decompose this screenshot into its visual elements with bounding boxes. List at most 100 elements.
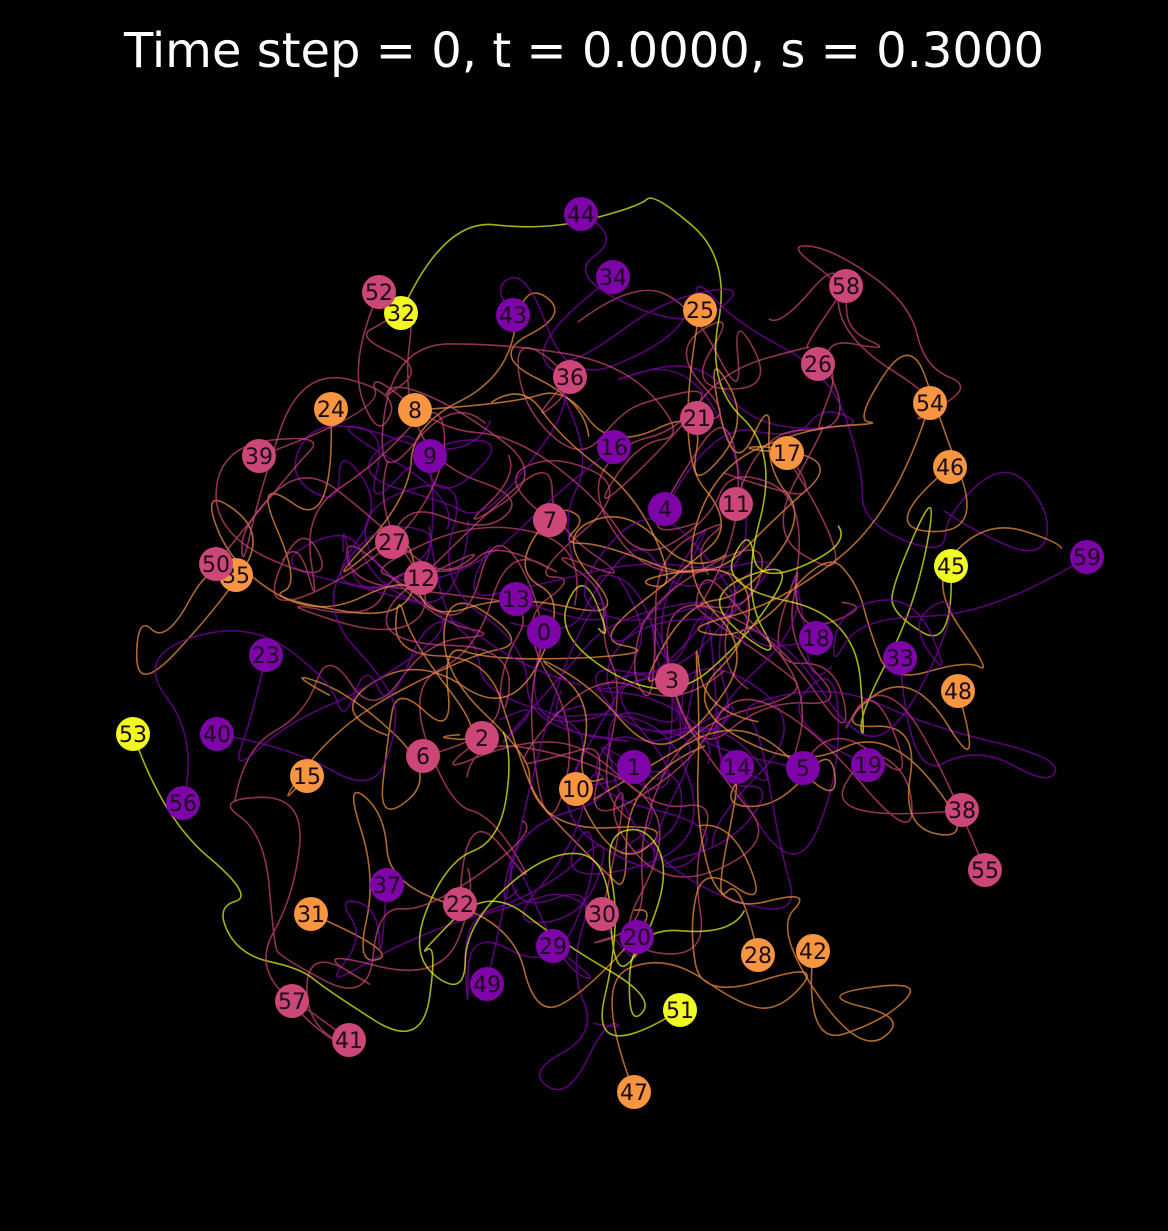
trail-53	[132, 733, 746, 1032]
node-9: 9	[413, 439, 447, 473]
node-label-30: 30	[588, 903, 616, 928]
node-marker-29	[536, 929, 570, 963]
trail-42	[695, 650, 912, 1042]
node-7: 7	[533, 503, 567, 537]
node-marker-40	[200, 717, 234, 751]
trail-45	[730, 507, 953, 735]
node-label-33: 33	[886, 647, 914, 672]
node-18: 18	[799, 621, 833, 655]
node-marker-50	[199, 547, 233, 581]
node-marker-24	[314, 392, 348, 426]
node-29: 29	[536, 929, 570, 963]
node-12: 12	[404, 561, 438, 595]
trail-38	[523, 669, 963, 823]
node-31: 31	[294, 897, 328, 931]
trail-48	[490, 393, 971, 836]
node-label-1: 1	[627, 756, 641, 781]
node-label-34: 34	[599, 266, 627, 291]
node-label-10: 10	[562, 778, 590, 803]
node-57: 57	[275, 984, 309, 1018]
node-23: 23	[249, 638, 283, 672]
node-marker-44	[564, 197, 598, 231]
node-label-26: 26	[804, 353, 832, 378]
node-20: 20	[620, 920, 654, 954]
trail-35	[135, 499, 728, 675]
node-marker-54	[913, 386, 947, 420]
node-marker-0	[527, 615, 561, 649]
node-32: 32	[384, 296, 418, 330]
node-label-38: 38	[948, 799, 976, 824]
node-marker-37	[370, 868, 404, 902]
trail-47	[611, 824, 808, 1093]
node-marker-34	[596, 260, 630, 294]
node-label-12: 12	[407, 567, 435, 592]
node-marker-9	[413, 439, 447, 473]
node-label-57: 57	[278, 990, 306, 1015]
node-58: 58	[829, 269, 863, 303]
node-marker-31	[294, 897, 328, 931]
node-label-37: 37	[373, 874, 401, 899]
node-label-45: 45	[937, 555, 965, 580]
node-40: 40	[200, 717, 234, 751]
node-33: 33	[883, 641, 917, 675]
node-36: 36	[553, 360, 587, 394]
node-50: 50	[199, 547, 233, 581]
node-label-39: 39	[245, 445, 273, 470]
node-label-15: 15	[293, 765, 321, 790]
trail-52	[241, 291, 511, 709]
node-label-5: 5	[796, 757, 810, 782]
trail-7	[380, 459, 611, 815]
node-marker-45	[934, 549, 968, 583]
trail-46	[542, 354, 968, 782]
trail-15	[287, 602, 706, 885]
node-marker-1	[617, 750, 651, 784]
trail-59	[737, 556, 1088, 738]
node-marker-4	[648, 492, 682, 526]
node-8: 8	[398, 393, 432, 427]
node-label-18: 18	[802, 627, 830, 652]
node-marker-51	[663, 993, 697, 1027]
node-label-17: 17	[773, 442, 801, 467]
trail-41	[291, 867, 472, 1051]
trail-18	[566, 572, 817, 868]
node-14: 14	[720, 750, 754, 784]
node-marker-36	[553, 360, 587, 394]
node-44: 44	[564, 197, 598, 231]
node-label-58: 58	[832, 275, 860, 300]
node-marker-16	[597, 430, 631, 464]
node-marker-42	[796, 934, 830, 968]
trail-49	[486, 518, 737, 985]
node-label-49: 49	[473, 973, 501, 998]
node-marker-56	[166, 786, 200, 820]
node-2: 2	[465, 721, 499, 755]
node-label-0: 0	[537, 621, 551, 646]
trail-20	[464, 704, 695, 1000]
trail-54	[697, 402, 1063, 676]
node-label-27: 27	[378, 531, 406, 556]
node-label-3: 3	[665, 669, 679, 694]
node-47: 47	[617, 1075, 651, 1109]
trail-22	[297, 460, 558, 905]
node-51: 51	[663, 993, 697, 1027]
trail-51	[418, 731, 681, 1037]
trail-24	[267, 292, 590, 615]
trajectory-trails	[132, 197, 1088, 1093]
node-marker-39	[242, 439, 276, 473]
node-marker-23	[249, 638, 283, 672]
node-30: 30	[585, 897, 619, 931]
node-22: 22	[443, 887, 477, 921]
node-34: 34	[596, 260, 630, 294]
node-3: 3	[655, 663, 689, 697]
node-54: 54	[913, 386, 947, 420]
node-45: 45	[934, 549, 968, 583]
node-marker-3	[655, 663, 689, 697]
trail-6	[233, 545, 524, 802]
node-label-29: 29	[539, 935, 567, 960]
node-label-28: 28	[744, 944, 772, 969]
node-label-14: 14	[723, 756, 751, 781]
trail-21	[577, 289, 762, 420]
node-41: 41	[332, 1023, 366, 1057]
node-19: 19	[851, 748, 885, 782]
node-label-32: 32	[387, 302, 415, 327]
